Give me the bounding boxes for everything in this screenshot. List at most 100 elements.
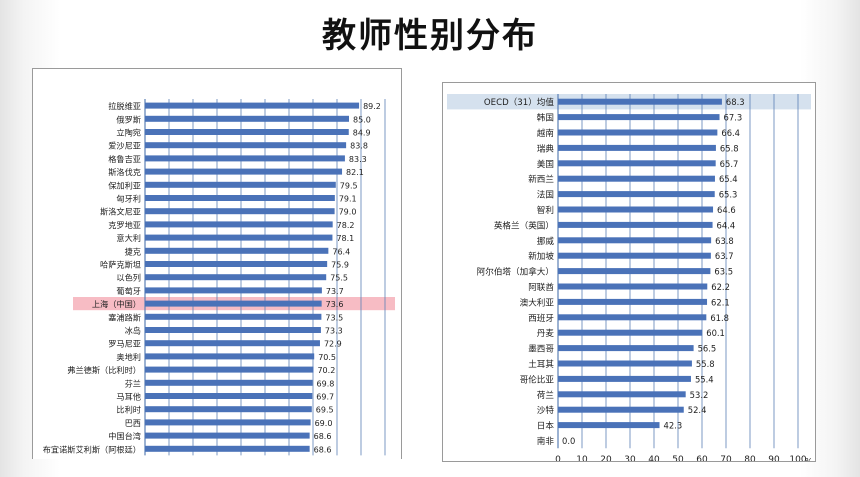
category-label: 巴西: [125, 418, 141, 428]
category-label: 新加坡: [528, 250, 554, 262]
value-label: 60.1: [706, 328, 725, 338]
value-label: 63.8: [715, 236, 734, 246]
bar: [145, 274, 327, 281]
category-label: 爱沙尼亚: [108, 141, 141, 151]
category-label: OECD（31）均值: [484, 96, 555, 108]
value-label: 55.4: [695, 374, 714, 384]
bar: [145, 261, 328, 267]
tick-label: 20: [600, 455, 612, 461]
category-label: 芬兰: [125, 378, 141, 388]
value-label: 61.8: [710, 313, 729, 323]
bar: [145, 393, 313, 399]
category-label: 哈萨克斯坦: [100, 260, 141, 270]
page-title: 教师性别分布: [322, 16, 538, 56]
value-label: 65.8: [720, 143, 739, 153]
category-label: 西班牙: [528, 312, 554, 324]
bar: [145, 168, 343, 175]
category-label: 斯洛文尼亚: [100, 207, 141, 217]
value-label: 79.0: [339, 208, 357, 217]
value-label: 72.9: [324, 340, 342, 349]
bar: [558, 114, 720, 121]
value-label: 84.9: [353, 129, 371, 138]
value-label: 83.8: [350, 142, 368, 151]
category-label: 比利时: [116, 405, 141, 415]
left-bar-chart: 拉脱维亚 89.2 俄罗斯 85.0 立陶宛 84.9 爱沙尼亚 83.8 格鲁吉亚 83.3 斯洛…: [43, 99, 395, 456]
category-label: 荷兰: [537, 389, 555, 401]
value-label: 69.7: [316, 393, 334, 402]
category-label: 韩国: [537, 112, 554, 124]
bar: [145, 379, 313, 386]
bar: [145, 287, 322, 294]
category-label: 塞浦路斯: [108, 312, 141, 322]
tick-label: 100: [789, 455, 806, 461]
value-label: 62.1: [711, 297, 730, 307]
value-label: 53.2: [690, 390, 709, 400]
value-label: 79.1: [339, 195, 357, 204]
bar: [145, 432, 310, 439]
value-label: 78.2: [337, 221, 355, 230]
category-label: 法国: [537, 189, 554, 201]
category-label: 拉脱维亚: [108, 101, 141, 111]
category-label: 上海（中国）: [92, 299, 141, 309]
bar: [558, 252, 711, 259]
value-label: 55.8: [696, 359, 715, 369]
bar: [558, 98, 722, 105]
left-chart-panel: 拉脱维亚 89.2 俄罗斯 85.0 立陶宛 84.9 爱沙尼亚 83.8 格鲁吉亚 83.3 斯洛…: [32, 68, 402, 459]
value-label: 67.3: [724, 113, 743, 123]
value-label: 73.6: [326, 300, 344, 309]
bar: [558, 160, 716, 167]
bar: [558, 221, 713, 228]
bar: [558, 298, 708, 305]
category-label: 新西兰: [528, 173, 554, 185]
bar: [145, 234, 333, 241]
bar: [558, 375, 691, 382]
bar: [145, 221, 333, 228]
bar: [145, 142, 347, 149]
value-label: 65.4: [719, 174, 738, 184]
bar: [145, 300, 322, 307]
bar: [145, 247, 329, 254]
tick-label: 0: [555, 455, 561, 461]
category-label: 格鲁吉亚: [108, 154, 141, 164]
bar: [145, 102, 360, 109]
value-label: 75.5: [330, 274, 348, 283]
bar: [145, 327, 321, 333]
axis-label: %: [805, 457, 813, 461]
category-label: 土耳其: [528, 358, 554, 370]
category-label: 斯洛伐克: [108, 167, 141, 177]
tick-label: 40: [648, 455, 660, 461]
category-label: 意大利: [116, 233, 141, 243]
category-label: 美国: [537, 158, 554, 170]
value-label: 62.2: [711, 282, 730, 292]
value-label: 70.2: [317, 366, 335, 375]
category-label: 瑞典: [537, 142, 555, 154]
value-label: 83.3: [349, 155, 367, 164]
bar: [145, 129, 349, 135]
value-label: 65.3: [719, 190, 738, 200]
category-label: 克罗地亚: [108, 220, 141, 230]
bar: [558, 175, 715, 182]
bar: [558, 206, 714, 213]
category-label: 马耳他: [116, 392, 141, 402]
category-label: 英格兰（英国）: [494, 219, 554, 231]
value-label: 70.5: [318, 353, 336, 362]
value-label: 69.0: [315, 419, 333, 428]
value-label: 89.2: [363, 102, 381, 111]
category-label: 以色列: [116, 273, 141, 283]
value-label: 42.3: [664, 421, 683, 431]
category-label: 弗兰德斯（比利时）: [67, 365, 141, 375]
tick-label: 30: [624, 455, 636, 461]
bar: [558, 391, 686, 398]
value-label: 85.0: [353, 115, 371, 124]
category-label: 阿尔伯塔（加拿大）: [477, 266, 554, 278]
value-label: 76.4: [332, 247, 350, 256]
category-label: 智利: [537, 204, 554, 216]
bar: [558, 360, 692, 367]
category-label: 布宜诺斯艾利斯（阿根廷）: [43, 444, 141, 454]
value-label: 73.5: [325, 313, 343, 322]
category-label: 保加利亚: [108, 180, 141, 190]
value-label: 56.5: [698, 344, 717, 354]
bar: [145, 155, 345, 162]
right-chart-panel: OECD（31）均值 68.3 韩国 67.3 越南 66.4 瑞典 65.8 美国 65.7 新西…: [442, 82, 816, 466]
tick-label: 90: [768, 455, 780, 461]
